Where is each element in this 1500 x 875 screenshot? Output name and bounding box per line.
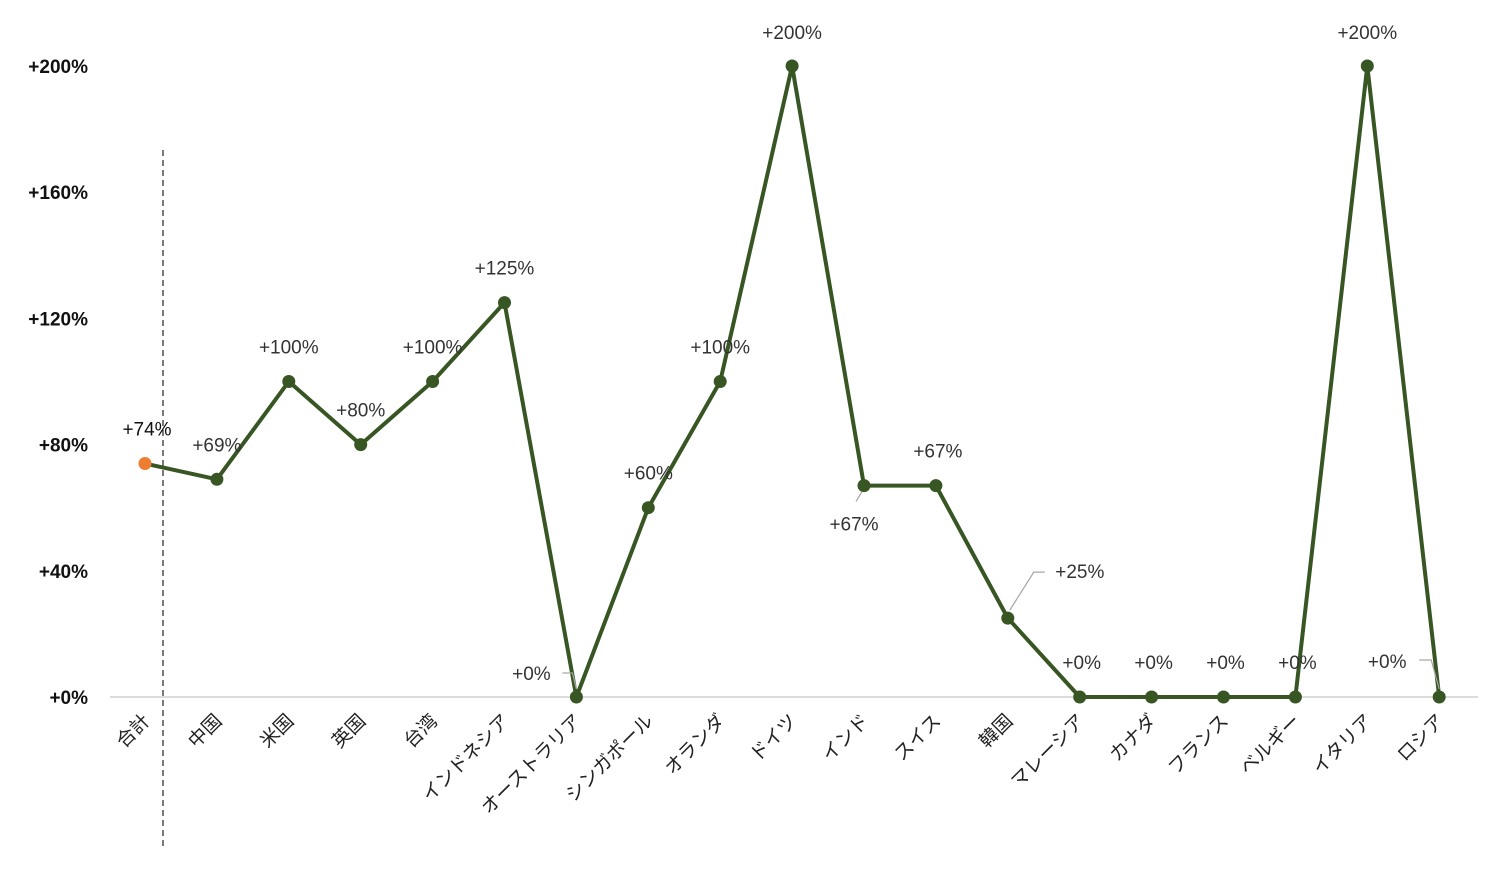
data-label: +200% (1337, 23, 1397, 44)
data-point (282, 375, 296, 388)
data-point (857, 479, 871, 493)
data-point (1432, 690, 1446, 704)
data-label: +80% (336, 401, 385, 422)
data-point (1217, 690, 1230, 704)
data-label: +125% (475, 259, 535, 280)
data-label: +0% (1134, 653, 1173, 674)
x-tick-label: 米国 (256, 710, 298, 752)
data-point (498, 296, 511, 310)
data-label: +74% (122, 420, 171, 441)
x-tick-label: 台湾 (400, 710, 442, 752)
data-point (713, 375, 727, 388)
total-point (138, 457, 152, 471)
data-label: +69% (192, 435, 241, 456)
data-point (569, 690, 583, 704)
data-point (426, 375, 440, 388)
data-label: +0% (1368, 652, 1407, 673)
y-tick-label: +40% (39, 562, 88, 583)
data-point (1288, 690, 1302, 704)
data-label: +0% (1206, 653, 1245, 674)
label-leader-line (855, 491, 863, 502)
data-point (1360, 59, 1374, 73)
label-leader-line (1009, 571, 1045, 611)
data-label: +60% (624, 464, 673, 485)
x-tick-label: 合計 (112, 710, 154, 752)
data-point (785, 59, 799, 73)
data-point (1001, 611, 1015, 625)
y-tick-label: +200% (28, 57, 88, 78)
series-line (144, 64, 1442, 699)
data-label: +100% (403, 338, 463, 359)
x-tick-label: ロシア (1393, 710, 1449, 766)
y-tick-label: +160% (28, 183, 88, 204)
x-tick-label: 韓国 (975, 710, 1017, 752)
data-label: +200% (762, 23, 822, 44)
data-label: +67% (829, 515, 878, 536)
y-tick-label: +120% (28, 309, 88, 330)
x-tick-label: マレーシア (1007, 710, 1089, 792)
data-label: +100% (259, 338, 319, 359)
data-point (1145, 690, 1159, 704)
y-tick-label: +80% (39, 436, 88, 457)
data-label: +67% (913, 442, 962, 463)
x-tick-label: オランダ (660, 710, 729, 779)
data-point (210, 472, 224, 486)
x-tick-label: カナダ (1105, 710, 1161, 766)
label-leader-line (562, 672, 577, 690)
x-tick-label: インド (818, 710, 874, 766)
x-tick-label: ベルギー (1236, 710, 1305, 779)
data-label: +100% (690, 338, 750, 359)
x-tick-label: フランス (1164, 710, 1233, 779)
data-label: +0% (1278, 653, 1317, 674)
data-label: +25% (1055, 562, 1104, 583)
x-tick-label: イタリア (1308, 710, 1377, 779)
label-leader-line (1419, 659, 1440, 690)
data-point (354, 438, 368, 452)
data-point (1073, 690, 1087, 704)
data-point (929, 479, 943, 493)
x-tick-label: スイス (890, 710, 945, 765)
data-point (641, 501, 655, 515)
x-tick-label: 英国 (328, 710, 370, 752)
data-label: +0% (1062, 653, 1101, 674)
x-tick-label: 中国 (184, 710, 226, 752)
data-label: +0% (512, 664, 551, 685)
x-tick-label: ドイツ (746, 710, 802, 766)
y-tick-label: +0% (49, 688, 88, 709)
